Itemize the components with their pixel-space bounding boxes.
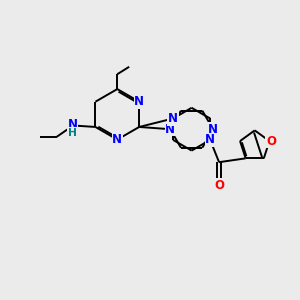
Text: O: O: [266, 135, 276, 148]
Text: N: N: [112, 133, 122, 146]
Text: N: N: [165, 123, 175, 136]
Text: N: N: [168, 112, 178, 125]
Text: H: H: [68, 128, 77, 138]
Text: N: N: [208, 123, 218, 136]
Text: O: O: [214, 178, 224, 192]
Text: N: N: [205, 134, 215, 146]
Text: N: N: [134, 95, 144, 108]
Text: N: N: [68, 118, 77, 131]
